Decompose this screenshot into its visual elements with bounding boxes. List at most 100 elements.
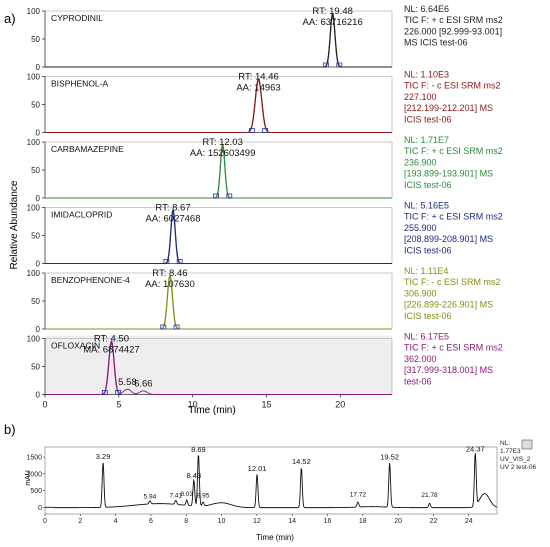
y-tick-label: 50 [31, 232, 40, 241]
y-tick-label: 0 [36, 63, 41, 72]
x-tick-label: 14 [288, 518, 296, 525]
x-tick-label: 2 [78, 518, 82, 525]
uv-info-line: UV_VIS_2 [500, 456, 531, 463]
trace-info-line: ICIS test-06 [404, 245, 452, 255]
x-tick-label: 0 [43, 518, 47, 525]
trace-info-line: NL: 6.64E6 [404, 4, 449, 14]
panel-b-xlabel: Time (min) [256, 533, 294, 542]
integration-marker [213, 193, 219, 199]
x-tick-label: 8 [184, 518, 188, 525]
peak-rt-label: RT: 12.03 [202, 137, 243, 148]
peak-area-label: AA: 14963 [236, 83, 280, 94]
y-tick-label: 50 [31, 166, 40, 175]
panel-a-x-axis: 0 5 10 15 20 [42, 394, 345, 410]
peak-label: 8.43 [187, 471, 202, 480]
trace-info-line: TIC F: - c ESI SRM ms2 [404, 277, 501, 287]
peak-rt-label: RT: 19.48 [312, 6, 353, 17]
pin-icon [521, 439, 533, 450]
peak-label: 24.37 [466, 444, 485, 453]
panel-a-chromatograms: a) Relative Abundance Time (min) 050100C… [4, 4, 503, 416]
y-tick-label: 100 [27, 138, 41, 147]
trace-info-line: NL: 5.16E5 [404, 201, 449, 211]
trace-info-line: NL: 6.17E5 [404, 332, 449, 342]
x-tick-label: 15 [261, 400, 271, 410]
peak-line [249, 78, 268, 132]
trace-info-line: NL: 1.10E3 [404, 70, 449, 80]
y-tick-label: 0 [36, 129, 41, 138]
x-tick-label: 20 [335, 400, 345, 410]
peak-line [213, 143, 232, 199]
trace-info-line: 227.100 [404, 92, 437, 102]
uv-info-line: UV 2 test-06 [500, 464, 537, 471]
x-tick-label: 16 [324, 518, 332, 525]
y-tick-label: 100 [27, 7, 41, 16]
trace-compound-name: BISPHENOL-A [51, 79, 108, 89]
peak-line [164, 209, 182, 265]
trace-info-line: [317.999-318.001] MS [404, 365, 493, 375]
peak-label: 8.69 [191, 445, 206, 454]
peak-label: 7.41 [170, 492, 183, 499]
peak-rt-label: RT: 8.67 [155, 203, 190, 214]
trace-info-line: MS ICIS test-06 [404, 38, 468, 48]
y-tick-label: 1500 [26, 455, 42, 462]
y-tick-label: 100 [27, 204, 41, 213]
trace-info-line: 362.000 [404, 354, 437, 364]
uv-trace-line [45, 452, 498, 509]
x-tick-label: 24 [465, 518, 473, 525]
trace-compound-name: OFLOXACIN [51, 341, 100, 351]
integration-marker [226, 193, 233, 199]
trace-info-line: TIC F: + c ESI SRM ms2 [404, 15, 503, 25]
panel-b-ylabel: mAU [25, 470, 32, 486]
x-tick-label: 12 [253, 518, 261, 525]
y-tick-label: 100 [27, 269, 41, 278]
x-tick-label: 10 [188, 400, 198, 410]
y-tick-label: 50 [31, 363, 40, 372]
integration-marker [323, 62, 329, 68]
trace-info-line: [226.899-226.901] MS [404, 300, 493, 310]
trace-compound-name: CYPRODINIL [51, 13, 103, 23]
y-tick-label: 0 [38, 505, 42, 512]
integration-marker [336, 62, 343, 68]
y-tick-label: 100 [27, 335, 41, 344]
trace-info-line: [193.899-193.901] MS [404, 169, 493, 179]
integration-marker [160, 324, 167, 330]
peak-label: 19.52 [380, 453, 399, 462]
trace-line [45, 276, 392, 330]
trace-info-line: TIC F: + c ESI SRM ms2 [404, 146, 503, 156]
y-tick-label: 0 [36, 194, 41, 203]
peak-rt-label: RT: 8.46 [152, 268, 187, 279]
trace-line [45, 78, 392, 133]
y-tick-label: 0 [36, 325, 41, 334]
peak-label: 3.29 [96, 452, 111, 461]
panel-a-xlabel: Time (min) [188, 405, 235, 416]
trace-compound-name: CARBAMAZEPINE [51, 144, 124, 154]
trace-info-line: 306.900 [404, 288, 437, 298]
trace-info-line: ICIS test-06 [404, 114, 452, 124]
peak-line [323, 12, 342, 68]
x-tick-label: 18 [359, 518, 367, 525]
x-tick-label: 20 [394, 518, 402, 525]
trace-info-line: ICIS test-06 [404, 311, 452, 321]
panel-a-ylabel: Relative Abundance [9, 180, 20, 269]
integration-marker [101, 390, 108, 395]
peak-area-label: MA: 6874427 [83, 345, 140, 356]
peak-label: 8.95 [197, 492, 210, 499]
trace-background [45, 335, 392, 395]
y-tick-label: 100 [27, 73, 41, 82]
plot-frame [44, 446, 498, 515]
x-tick-label: 4 [114, 518, 118, 525]
y-tick-label: 50 [31, 35, 40, 44]
peak-label: 21.78 [421, 492, 438, 499]
y-tick-label: 50 [31, 297, 40, 306]
trace-info-line: NL: 1.71E7 [404, 135, 449, 145]
y-tick-label: 500 [30, 488, 42, 495]
peak-rt-label: RT: 14.46 [238, 72, 279, 83]
trace-info-line: test-06 [404, 376, 432, 386]
uv-info-line: NL: [500, 440, 510, 447]
